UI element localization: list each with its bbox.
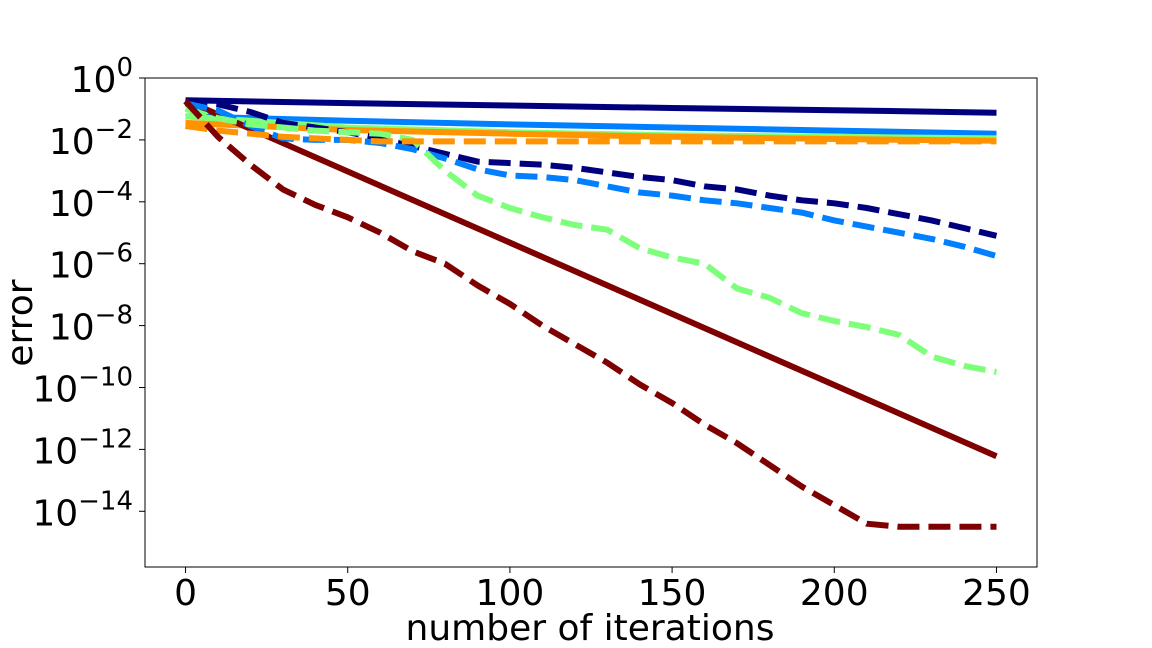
x-axis-label: number of iterations: [406, 608, 775, 648]
y-tick-label: 10−6: [49, 239, 133, 287]
series-line-orange-dashed: [185, 123, 997, 145]
x-tick-label: 150: [638, 573, 707, 614]
x-tick-label: 0: [174, 573, 197, 614]
plot-frame: [144, 77, 1038, 568]
y-tick-label: 10−2: [49, 115, 133, 163]
series-line-maroon-dashed: [183, 99, 997, 530]
y-tick-label: 10−14: [32, 486, 133, 534]
x-tick-label: 200: [800, 573, 869, 614]
series-line-blue-solid: [185, 113, 997, 137]
y-tick-label: 10−12: [32, 424, 133, 472]
series-line-navy-solid: [185, 97, 997, 116]
x-tick-label: 250: [962, 573, 1031, 614]
y-tick-label: 100: [71, 53, 133, 101]
x-tick-label: 50: [325, 573, 371, 614]
y-tick-label: 10−8: [49, 301, 133, 349]
y-tick-label: 10−10: [32, 362, 133, 410]
series-line-maroon-solid: [184, 97, 998, 459]
series-layer: [183, 97, 998, 530]
x-axis: 0 50 100 150 200 250: [174, 567, 1031, 614]
y-axis-label: error: [0, 279, 41, 366]
x-tick-label: 100: [476, 573, 545, 614]
y-axis: 100 10−2 10−4 10−6 10−8 10−10 10−12 10−14: [32, 53, 145, 534]
y-tick-label: 10−4: [49, 177, 133, 225]
series-line-green-dashed: [184, 106, 998, 375]
